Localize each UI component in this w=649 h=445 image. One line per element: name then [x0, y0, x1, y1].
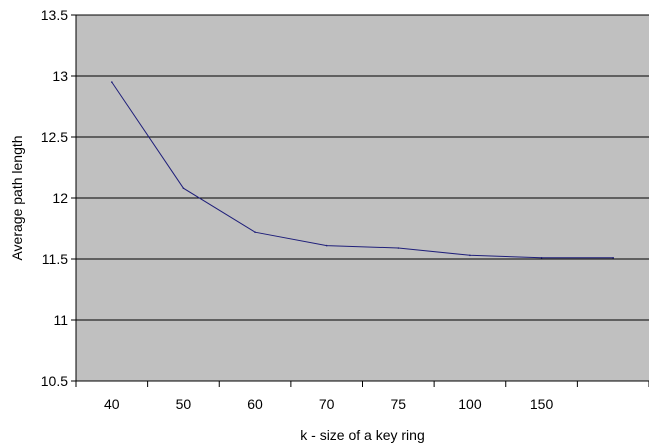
y-tick-label: 13.5	[41, 7, 68, 23]
y-axis-title: Average path length	[9, 135, 25, 260]
series-line	[111, 81, 614, 259]
data-point	[397, 247, 400, 249]
x-tick-label: 50	[176, 396, 192, 412]
y-tick-label: 12	[52, 190, 68, 206]
data-point	[469, 254, 471, 257]
data-point	[540, 256, 543, 259]
series-group	[111, 81, 614, 259]
data-point	[182, 187, 185, 190]
y-tick-label: 11	[53, 312, 68, 328]
x-tick-label: 75	[391, 396, 407, 412]
x-tick-label: 150	[530, 396, 554, 412]
x-tick-label: 70	[319, 396, 335, 412]
y-tick-label: 10.5	[41, 373, 68, 389]
y-tick-label: 13	[52, 68, 68, 84]
gridlines	[76, 14, 649, 321]
x-tick-label: 100	[458, 396, 482, 412]
data-point	[111, 81, 113, 83]
data-point	[254, 231, 256, 233]
y-tick-labels: 10.5 11 11.5 12 12.5 13 13.5	[41, 7, 68, 389]
x-tick-labels: 40 50 60 70 75 100 150	[104, 396, 553, 412]
y-tick-label: 11.5	[42, 251, 68, 267]
x-axis-title: k - size of a key ring	[300, 427, 425, 443]
x-tick-label: 40	[104, 396, 120, 412]
x-tick-label: 60	[247, 396, 263, 412]
y-tick-label: 12.5	[41, 129, 68, 145]
axes	[71, 14, 649, 387]
data-point	[612, 256, 614, 259]
data-point	[325, 244, 328, 247]
